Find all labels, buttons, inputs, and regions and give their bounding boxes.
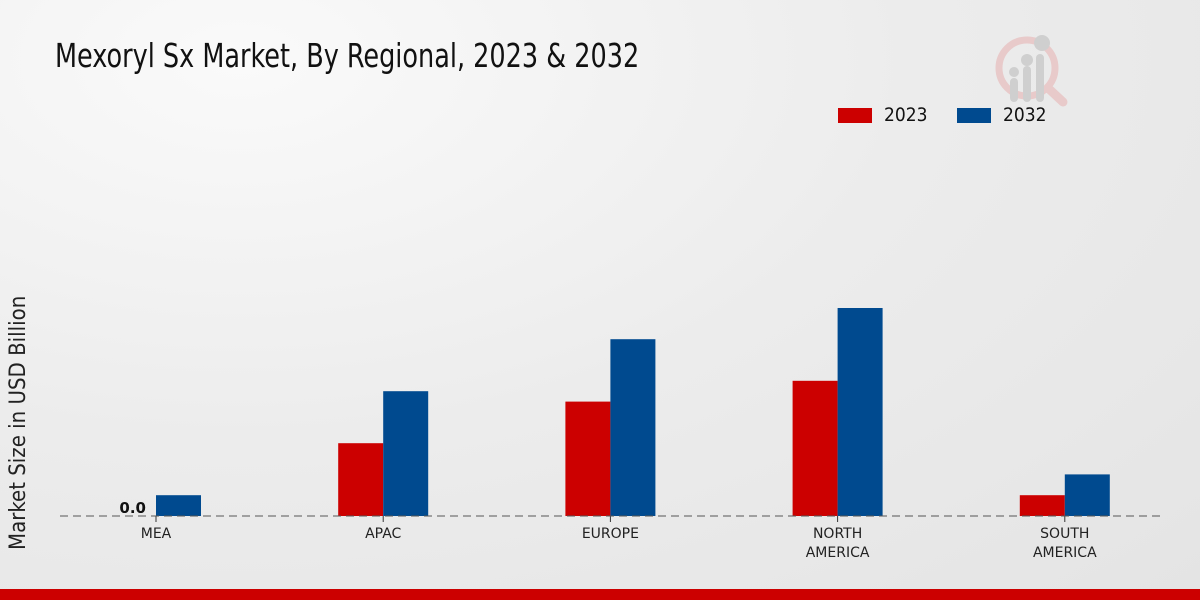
x-tick-label: AMERICA: [806, 545, 870, 561]
x-tick-label: MEA: [141, 526, 172, 542]
data-label: 0.0: [119, 499, 146, 517]
bottom-accent-bar: [0, 589, 1200, 600]
x-tick-label: EUROPE: [582, 526, 639, 542]
legend-label-2023: 2023: [884, 104, 928, 126]
legend-swatch-2032: [957, 107, 991, 123]
bar-2023-europe: [565, 401, 611, 516]
bar-2023-north-america: [792, 380, 838, 516]
bar-2023-apac: [338, 443, 384, 516]
bar-2023-south-america: [1019, 495, 1065, 516]
bar-2032-north-america: [837, 308, 883, 516]
x-tick-label: SOUTH: [1040, 526, 1089, 542]
x-tick-label: APAC: [365, 526, 401, 542]
bar-2032-apac: [383, 391, 429, 516]
legend-swatch-2023: [838, 107, 872, 123]
x-tick-label: NORTH: [813, 526, 862, 542]
bar-2032-mea: [156, 495, 201, 516]
chart-title: Mexoryl Sx Market, By Regional, 2023 & 2…: [55, 36, 640, 75]
x-tick-label: AMERICA: [1033, 545, 1097, 561]
legend-label-2032: 2032: [1003, 104, 1047, 126]
bar-2032-south-america: [1064, 474, 1110, 516]
legend-item-2023: 2023: [838, 104, 928, 126]
bar-2032-europe: [610, 339, 656, 516]
legend-item-2032: 2032: [957, 104, 1047, 126]
